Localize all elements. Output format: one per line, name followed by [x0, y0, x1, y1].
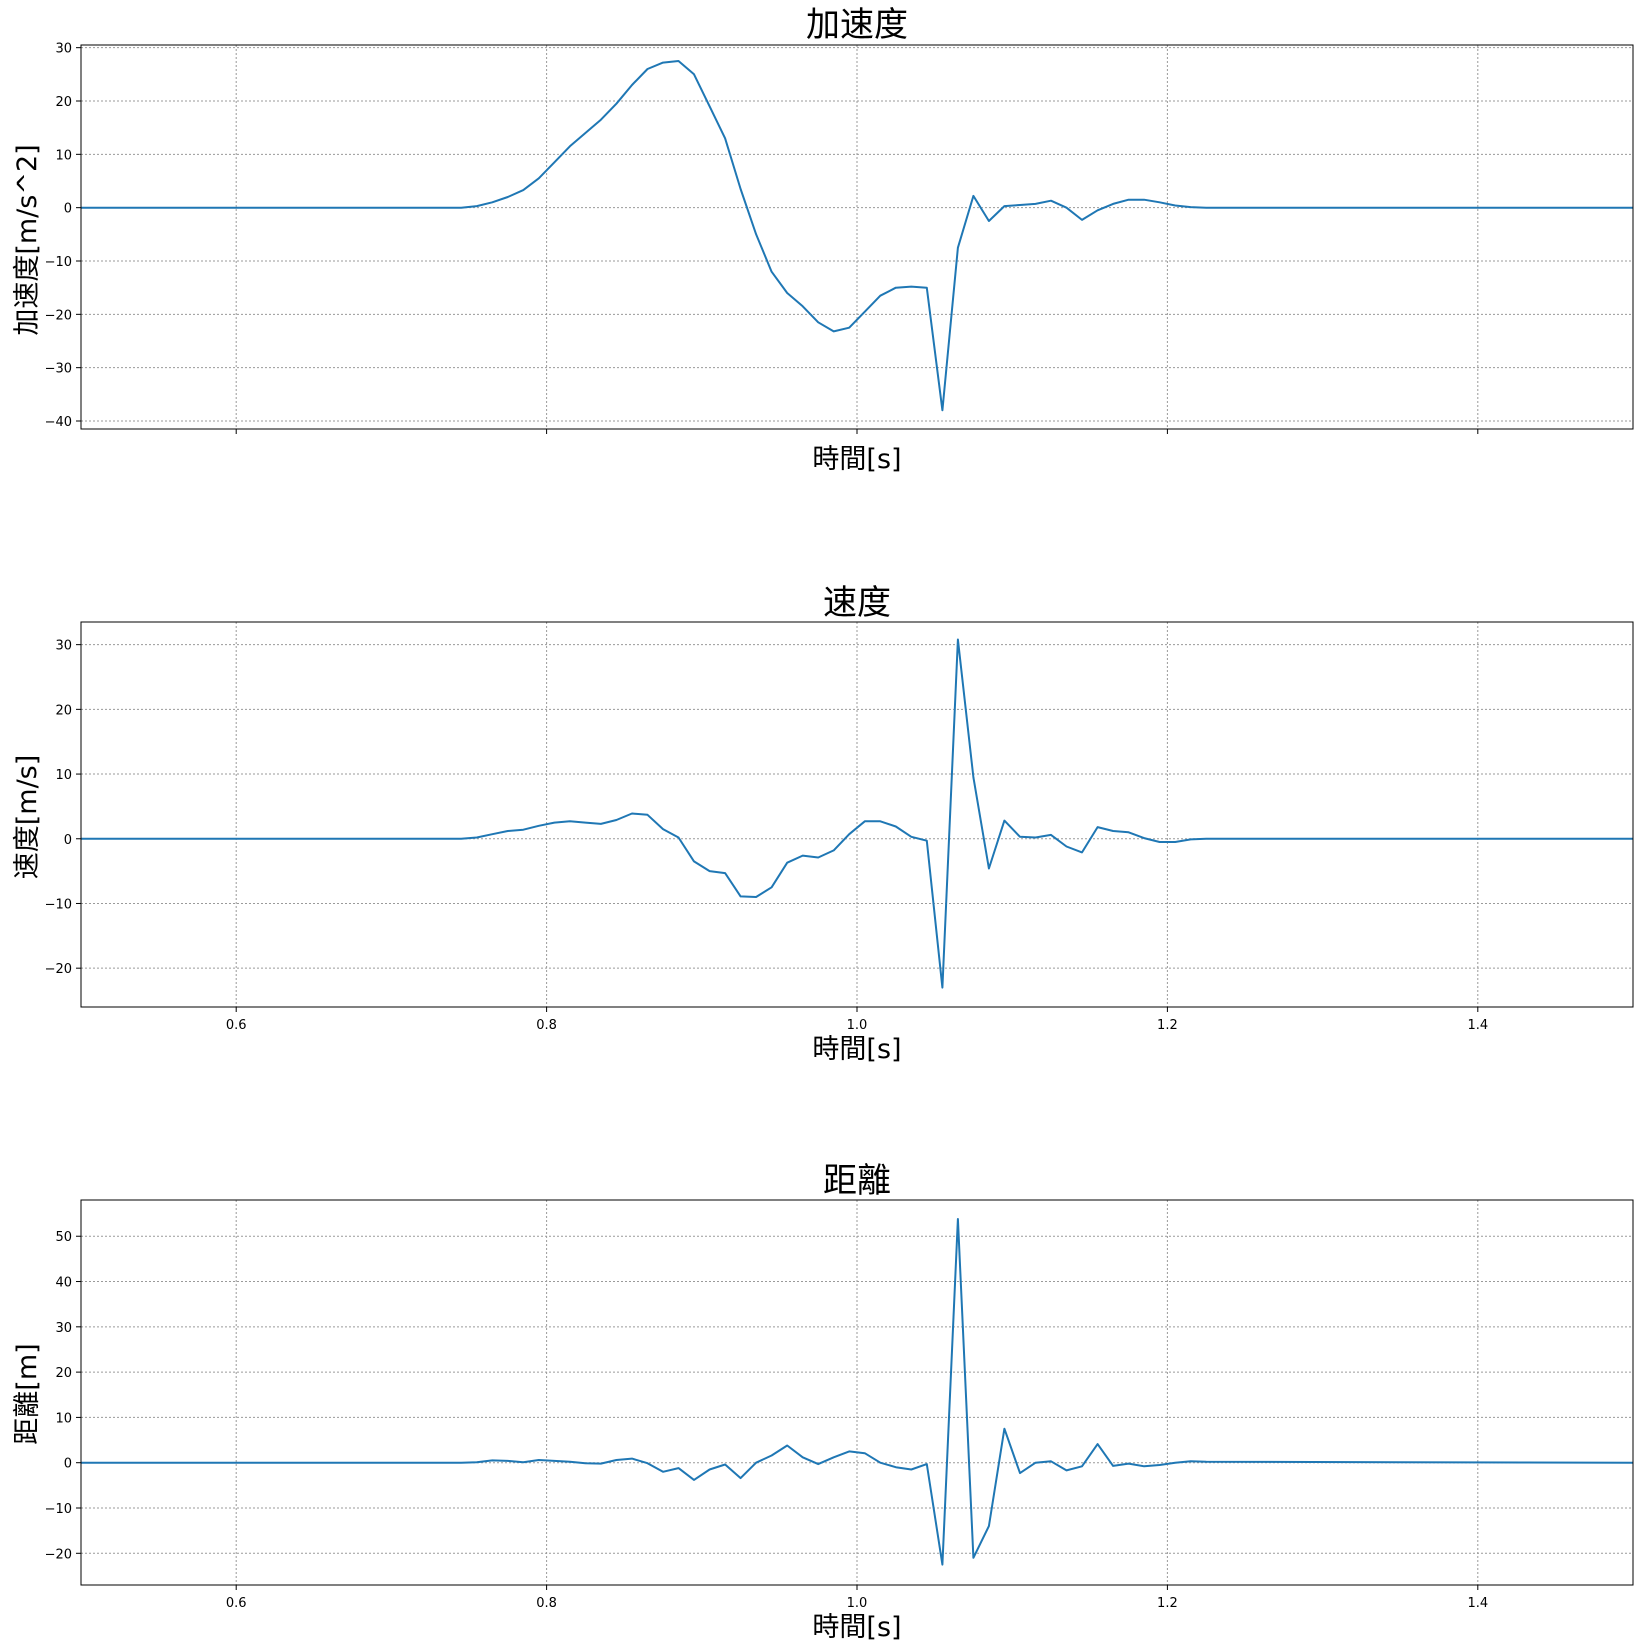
velocity-subplot: 速度 速度[m/s] 時間[s] 0.6 0.8 1.0 1.2 1.4 30 20 10 0 −…: [12, 583, 1634, 1065]
distance-axes-frame: [80, 1199, 1634, 1586]
acceleration-y-tick-label: −40: [45, 415, 72, 430]
acceleration-y-tick-label: −10: [45, 255, 72, 270]
velocity-x-tick-label: 0.6: [226, 1018, 247, 1033]
velocity-y-tick-label: −10: [45, 897, 72, 912]
velocity-y-tick-label: 20: [55, 703, 72, 718]
velocity-x-tick-label: 0.8: [536, 1018, 557, 1033]
distance-y-tick-label: 40: [55, 1276, 72, 1291]
distance-x-tick-label: 0.6: [226, 1596, 247, 1611]
velocity-ylabel: 速度[m/s]: [12, 755, 43, 880]
velocity-axes-frame: [80, 621, 1634, 1008]
acceleration-y-tick-label: 30: [55, 42, 72, 57]
distance-y-tick-label: 20: [55, 1366, 72, 1381]
distance-y-tick-label: 30: [55, 1321, 72, 1336]
velocity-y-tick-label: 0: [64, 833, 72, 848]
velocity-xlabel: 時間[s]: [812, 1034, 901, 1065]
distance-x-tick-label: 1.0: [847, 1596, 868, 1611]
distance-ylabel: 距離[m]: [12, 1343, 43, 1444]
velocity-x-tick-label: 1.0: [847, 1018, 868, 1033]
acceleration-y-tick-label: −30: [45, 362, 72, 377]
velocity-x-tick-label: 1.4: [1467, 1018, 1488, 1033]
distance-series-line: [81, 1218, 1634, 1566]
acceleration-title: 加速度: [806, 5, 908, 45]
distance-x-tick-label: 1.2: [1157, 1596, 1178, 1611]
acceleration-xlabel: 時間[s]: [812, 444, 901, 475]
distance-title: 距離: [823, 1161, 891, 1201]
distance-xlabel: 時間[s]: [812, 1612, 901, 1643]
acceleration-y-tick-label: 0: [64, 202, 72, 217]
distance-x-tick-label: 0.8: [536, 1596, 557, 1611]
distance-subplot: 距離 距離[m] 時間[s] 0.6 0.8 1.0 1.2 1.4 50 40 30 20 10…: [12, 1161, 1634, 1643]
velocity-y-tick-label: −20: [45, 962, 72, 977]
acceleration-series-line: [81, 60, 1633, 412]
acceleration-y-tick-label: 20: [55, 95, 72, 110]
distance-x-tick-label: 1.4: [1467, 1596, 1488, 1611]
acceleration-axes-frame: [80, 44, 1634, 430]
velocity-series-line: [81, 638, 1633, 989]
distance-y-tick-label: 0: [64, 1457, 72, 1472]
acceleration-subplot: 加速度 加速度[m/s^2] 時間[s] 30 20 10 0 −10 −20 −30 −40: [12, 5, 1634, 475]
acceleration-ylabel: 加速度[m/s^2]: [12, 144, 43, 335]
velocity-title: 速度: [823, 583, 891, 623]
velocity-y-tick-label: 10: [55, 768, 72, 783]
distance-y-tick-label: 50: [55, 1230, 72, 1245]
distance-y-tick-label: −10: [45, 1502, 72, 1517]
velocity-x-tick-label: 1.2: [1157, 1018, 1178, 1033]
acceleration-y-tick-label: −20: [45, 308, 72, 323]
acceleration-y-tick-label: 10: [55, 148, 72, 163]
distance-y-tick-label: −20: [45, 1547, 72, 1562]
distance-y-tick-label: 10: [55, 1411, 72, 1426]
velocity-y-tick-label: 30: [55, 639, 72, 654]
